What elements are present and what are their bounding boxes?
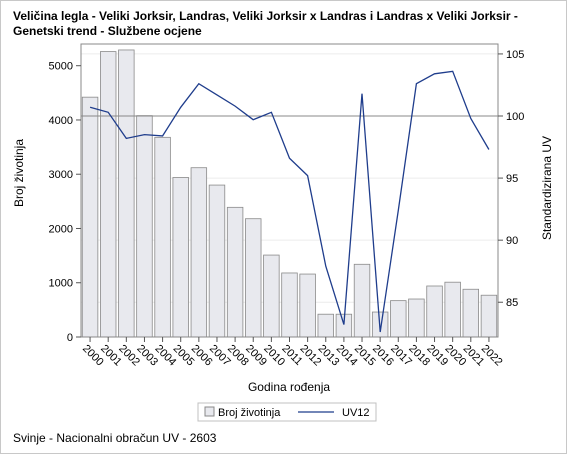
bar [317, 313, 334, 338]
bar [172, 177, 189, 338]
y-tick-label: 2000 [49, 223, 73, 235]
y-tick-label: 4000 [49, 115, 73, 127]
bar [426, 285, 443, 338]
right-axis: 85 90 95 100 105 [498, 49, 524, 309]
y-axis-label: Broj životinja [12, 139, 26, 207]
bar [208, 184, 226, 338]
bar [81, 96, 99, 338]
y2-tick-label: 100 [506, 111, 524, 123]
legend-bar-swatch [204, 406, 215, 417]
y-tick-label: 0 [67, 332, 73, 344]
legend-bar-label: Broj životinja [218, 407, 281, 419]
chart-title: Veličina legla - Veliki Jorksir, Landras… [13, 9, 558, 39]
y-tick-label: 3000 [49, 169, 73, 181]
combo-chart: 0 1000 2000 3000 4000 5000 85 90 95 100 105 20002… [12, 43, 554, 422]
y-tick-label: 5000 [49, 61, 73, 73]
bar [390, 300, 407, 338]
bar [190, 167, 208, 338]
bar [154, 136, 171, 338]
footnote: Svinje - Nacionalni obračun UV - 2603 [13, 431, 217, 445]
bar [353, 263, 371, 338]
bar [99, 51, 117, 338]
y2-tick-label: 90 [506, 235, 518, 247]
y2-tick-label: 105 [506, 49, 524, 61]
chart-title-line-2: Genetski trend - Službene ocjene [13, 24, 202, 38]
bar [462, 288, 480, 338]
line-series [89, 70, 490, 333]
y2-axis-label: Standardizirana UV [540, 136, 554, 240]
uv12-line [89, 70, 490, 333]
bar [263, 254, 280, 338]
bar [245, 218, 262, 338]
bar [281, 272, 298, 338]
x-axis-label: Godina rođenja [248, 380, 330, 394]
bar [226, 206, 244, 338]
bar [299, 273, 316, 338]
bar [480, 294, 498, 338]
bar [136, 115, 153, 338]
left-axis: 0 1000 2000 3000 4000 5000 [49, 61, 81, 344]
x-axis: 2000200120022003200420052006200720082009… [80, 337, 505, 368]
bar [408, 298, 425, 338]
legend: Broj životinja UV12 [197, 402, 377, 422]
y2-tick-label: 85 [506, 297, 518, 309]
bar [118, 49, 135, 338]
legend-line-label: UV12 [342, 407, 370, 419]
y2-tick-label: 95 [506, 173, 518, 185]
y-tick-label: 1000 [49, 278, 73, 290]
legend-border [197, 402, 377, 422]
bar-series [81, 49, 498, 338]
chart-title-line-1: Veličina legla - Veliki Jorksir, Landras… [13, 9, 518, 23]
bar [444, 281, 461, 338]
